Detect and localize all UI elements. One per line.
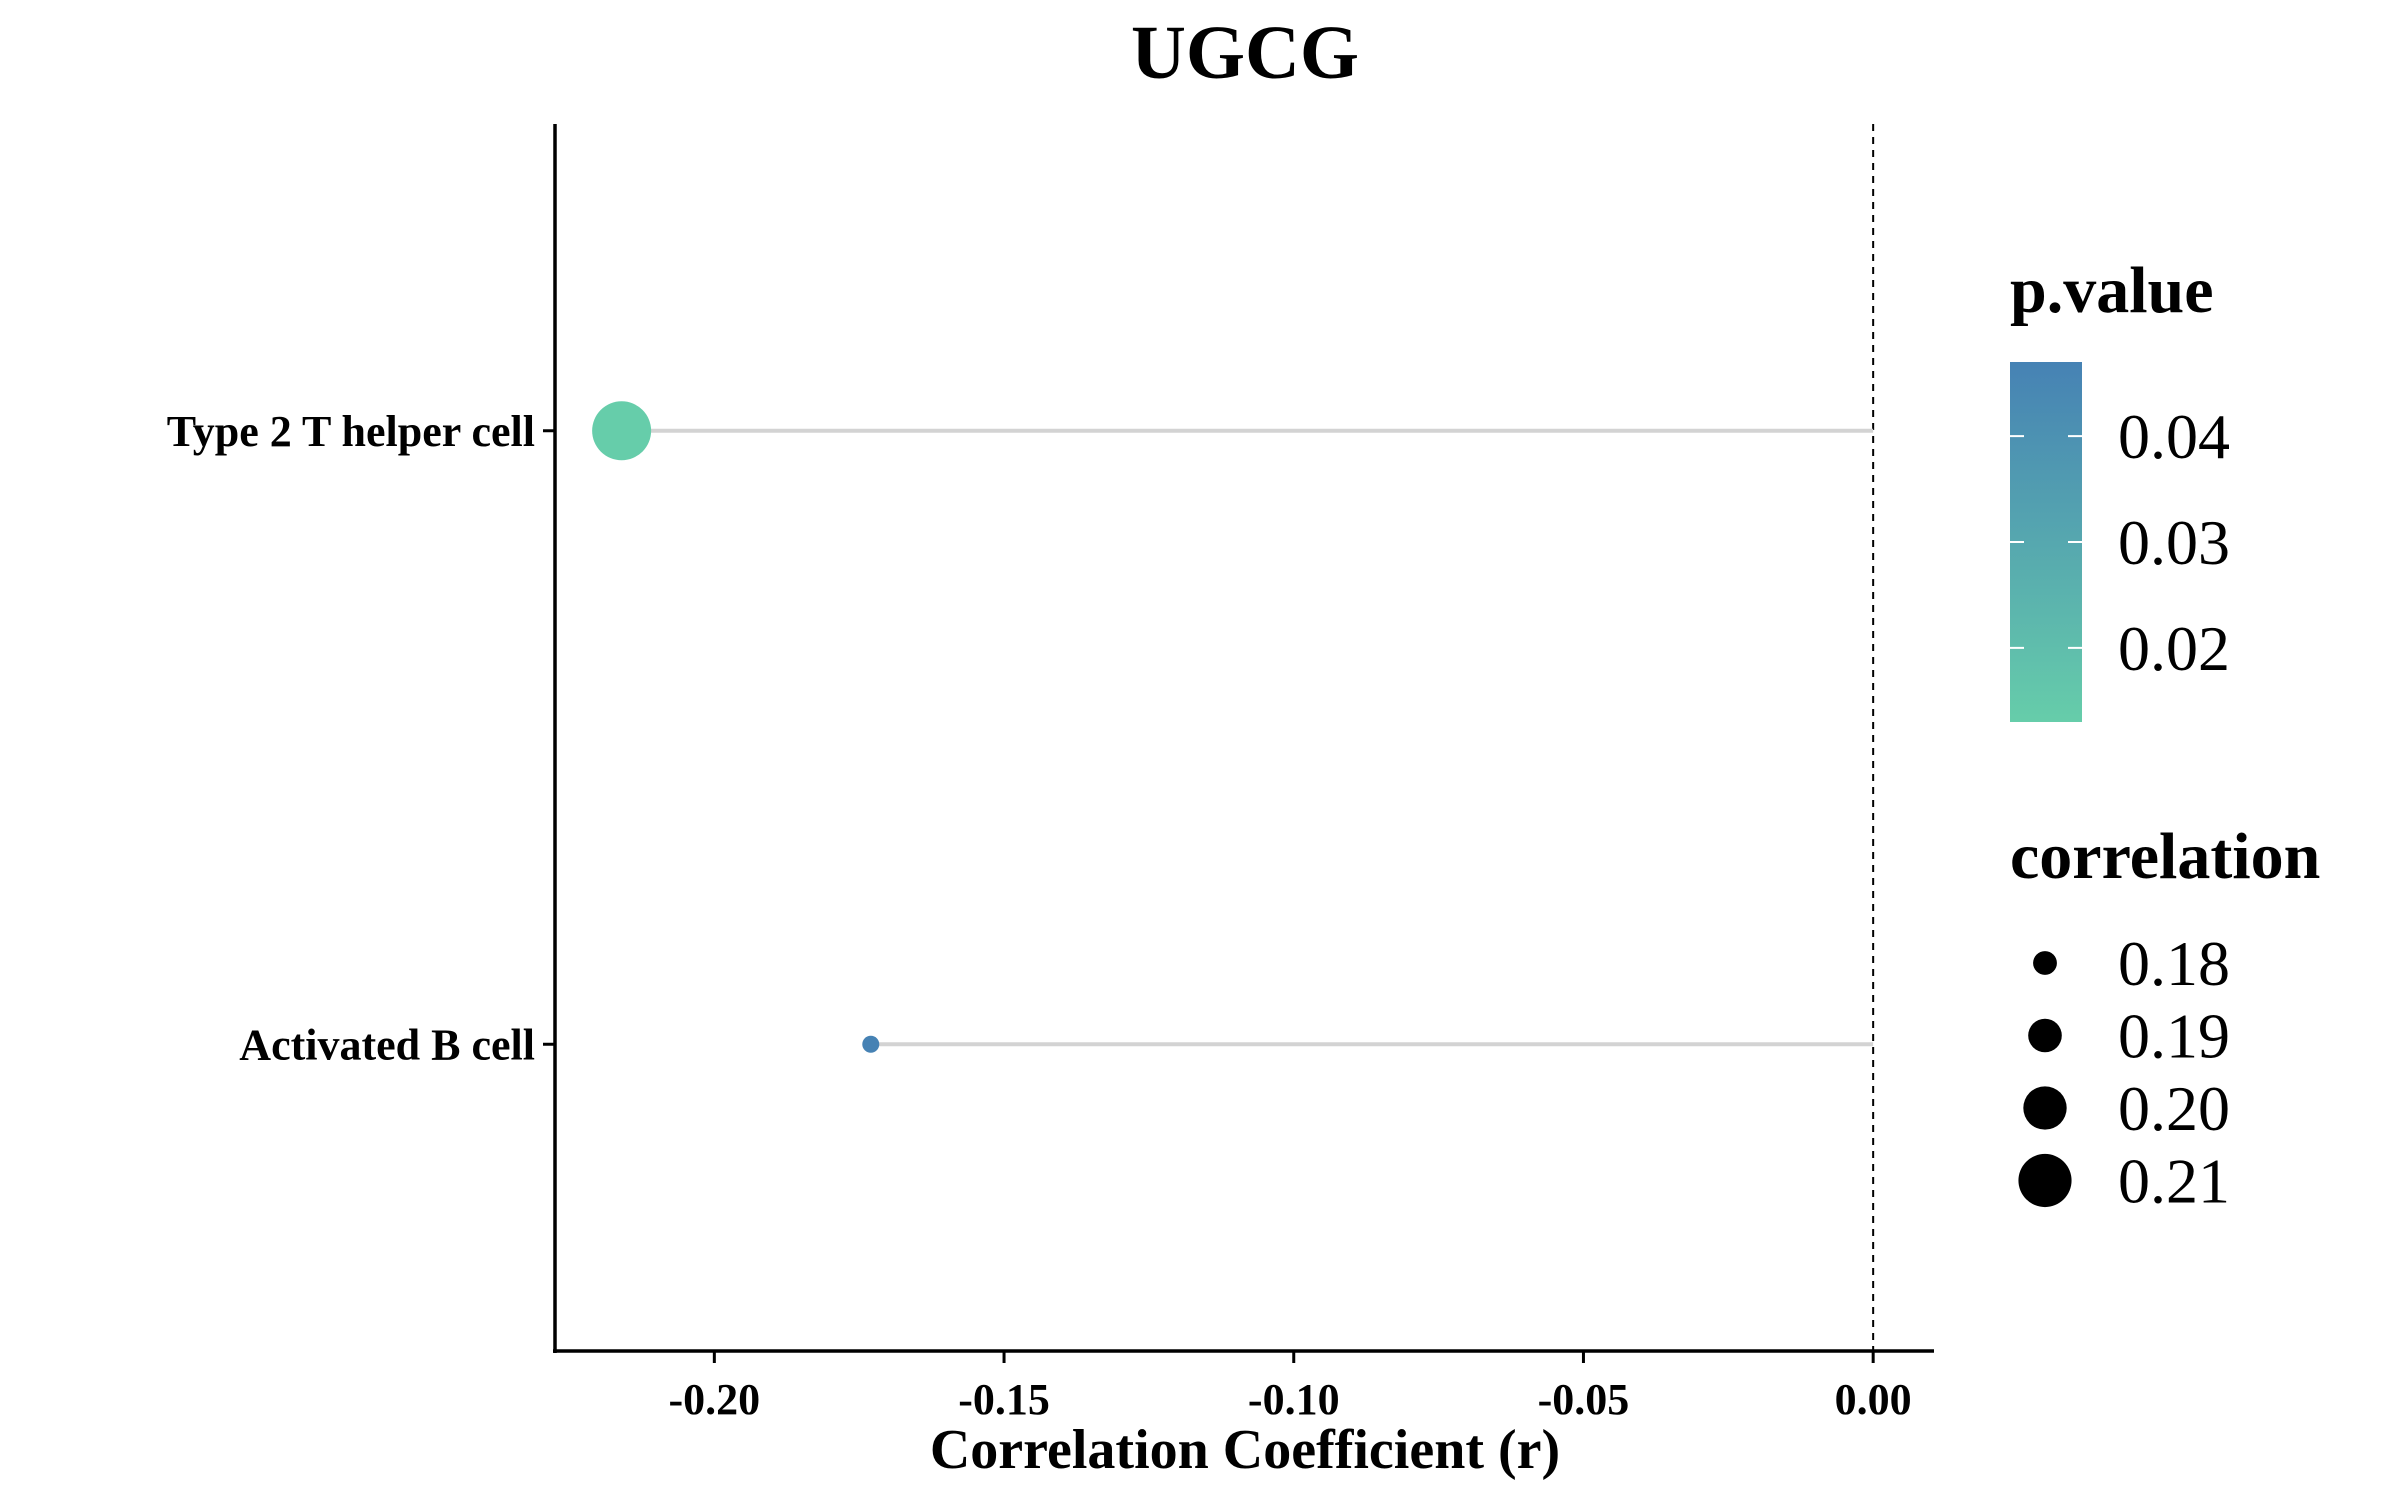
x-tick-label: -0.05 (1538, 1375, 1630, 1424)
color-legend: p.value 0.04 0.03 0.02 (2010, 254, 2230, 722)
size-legend-key (2023, 1086, 2067, 1130)
x-tick-label: -0.10 (1248, 1375, 1340, 1424)
size-legend-label: 0.21 (2118, 1146, 2230, 1217)
size-legend-key (2028, 1018, 2062, 1053)
x-axis-label: Correlation Coefficient (r) (930, 1419, 1560, 1481)
lollipop-point (862, 1035, 880, 1053)
size-legend-label: 0.20 (2118, 1073, 2230, 1144)
color-legend-tick-label: 0.02 (2118, 613, 2230, 684)
size-legend-items: 0.180.190.200.21 (2018, 928, 2230, 1217)
size-legend-label: 0.18 (2118, 928, 2230, 999)
x-axis-ticks: -0.20 -0.15 -0.10 -0.05 0.00 (669, 1351, 1912, 1424)
chart-title: UGCG (1131, 11, 1359, 95)
size-legend-key (2018, 1153, 2072, 1208)
size-legend: correlation 0.180.190.200.21 (2010, 820, 2320, 1217)
x-tick-label: -0.15 (958, 1375, 1050, 1424)
color-legend-title: p.value (2010, 254, 2214, 327)
y-category-label: Type 2 T helper cell (167, 407, 535, 456)
color-legend-tick-label: 0.04 (2118, 401, 2230, 472)
x-tick-label: -0.20 (669, 1375, 761, 1424)
y-category-label: Activated B cell (239, 1020, 535, 1069)
y-axis-categories: Activated B cell Type 2 T helper cell (167, 407, 555, 1069)
size-legend-key (2033, 951, 2057, 975)
size-legend-label: 0.19 (2118, 1001, 2230, 1072)
color-legend-ticks: 0.04 0.03 0.02 (2010, 401, 2230, 684)
lollipop-point (592, 401, 652, 461)
x-tick-label: 0.00 (1835, 1375, 1912, 1424)
size-legend-title: correlation (2010, 820, 2320, 893)
plot-area (592, 124, 1875, 1351)
color-legend-tick-label: 0.03 (2118, 507, 2230, 578)
